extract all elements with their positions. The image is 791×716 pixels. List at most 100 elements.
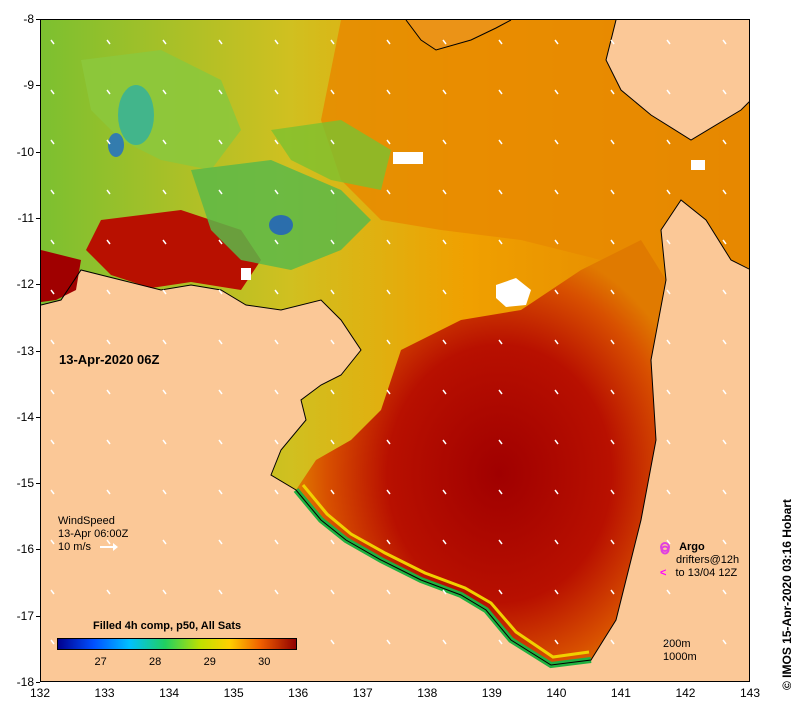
wind-vector	[274, 289, 279, 295]
wind-vector	[610, 289, 615, 295]
wind-vector	[218, 389, 223, 395]
colorbar-title: Filled 4h comp, p50, All Sats	[93, 620, 242, 632]
wind-vector	[162, 339, 167, 345]
wind-vector	[274, 189, 279, 195]
wind-vector	[610, 89, 615, 95]
wind-vector	[274, 339, 279, 345]
lat-label: -9	[23, 78, 34, 93]
wind-vector	[330, 139, 335, 145]
wind-vector	[666, 589, 671, 595]
colorbar-tick-label: 29	[203, 656, 216, 668]
wind-vector	[106, 389, 111, 395]
lat-tick	[36, 682, 40, 683]
sst-map[interactable]	[40, 19, 750, 682]
cloud-gap-1	[496, 278, 531, 307]
coastal-cool-strip-inner	[301, 484, 590, 659]
wind-vector	[50, 189, 55, 195]
wind-vector	[274, 389, 279, 395]
wind-vector	[162, 489, 167, 495]
wind-vector	[722, 389, 727, 395]
lat-tick	[36, 284, 40, 286]
wind-vector	[106, 39, 111, 45]
wind-vector	[442, 239, 447, 245]
wind-vector	[162, 89, 167, 95]
cloud-gap-3	[241, 268, 251, 280]
wind-vector	[218, 89, 223, 95]
wind-vector	[498, 89, 503, 95]
wind-vector	[610, 39, 615, 45]
wind-vector	[330, 639, 335, 645]
lat-label: -11	[17, 210, 34, 225]
lon-label: 132	[29, 686, 51, 700]
lat-label: -13	[16, 343, 34, 358]
wind-vector	[442, 639, 447, 645]
lat-label: -12	[16, 277, 34, 292]
wind-vector	[218, 239, 223, 245]
wind-vector	[386, 589, 391, 595]
wind-vector	[274, 39, 279, 45]
wind-vector	[610, 639, 615, 645]
wind-vector	[218, 589, 223, 595]
wind-vector	[330, 389, 335, 395]
wind-vector	[50, 289, 55, 295]
lat-label: -16	[16, 542, 34, 557]
wind-vector	[610, 239, 615, 245]
wind-vector	[498, 239, 503, 245]
wind-vector	[386, 39, 391, 45]
map-date-label: 13-Apr-2020 06Z	[59, 352, 160, 367]
wind-vector	[722, 489, 727, 495]
wind-vector	[162, 539, 167, 545]
wind-vector	[666, 539, 671, 545]
drifters-legend-row2: < to 13/04 12Z	[660, 567, 739, 580]
wind-vector	[442, 389, 447, 395]
wind-vector	[722, 39, 727, 45]
wind-vector	[554, 439, 559, 445]
wind-vector	[554, 339, 559, 345]
lat-label: -10	[16, 144, 34, 159]
wind-vector	[50, 589, 55, 595]
lat-tick	[36, 19, 40, 20]
lat-label: -18	[16, 675, 34, 689]
wind-vector	[50, 489, 55, 495]
wind-vector	[666, 189, 671, 195]
wind-vector	[554, 589, 559, 595]
wind-vector	[666, 239, 671, 245]
wind-vector	[162, 389, 167, 395]
wind-scale-label: 10 m/s	[58, 541, 92, 553]
wind-vector	[106, 89, 111, 95]
wind-vector	[498, 289, 503, 295]
wind-vector	[554, 39, 559, 45]
wind-vector	[386, 139, 391, 145]
wind-vector	[722, 539, 727, 545]
wind-vector	[386, 439, 391, 445]
colorbar-tick-label: 30	[258, 656, 271, 668]
wind-vector	[610, 539, 615, 545]
wind-vector	[666, 639, 671, 645]
wind-vector	[218, 289, 223, 295]
wind-vector	[666, 89, 671, 95]
lat-tick	[36, 615, 40, 617]
lat-label: -15	[16, 476, 34, 491]
wind-vector	[330, 339, 335, 345]
wind-vector	[386, 239, 391, 245]
wind-vector	[330, 89, 335, 95]
wind-vector	[386, 339, 391, 345]
lon-label: 143	[739, 686, 761, 700]
wind-vector	[386, 489, 391, 495]
wind-vector	[666, 439, 671, 445]
wind-vector	[442, 139, 447, 145]
wind-vector	[722, 639, 727, 645]
wind-vector	[610, 589, 615, 595]
wind-vector	[554, 89, 559, 95]
wind-vector	[330, 439, 335, 445]
wind-vector	[50, 139, 55, 145]
wind-vector	[722, 239, 727, 245]
lat-tick	[36, 217, 40, 219]
wind-vector	[498, 439, 503, 445]
lon-label: 136	[288, 686, 309, 700]
wind-scale-row: 10 m/s	[58, 541, 128, 554]
wind-vector	[554, 539, 559, 545]
colorbar-tick-label: 27	[94, 656, 107, 668]
wind-vector	[106, 289, 111, 295]
wind-arrow-icon	[100, 543, 119, 552]
